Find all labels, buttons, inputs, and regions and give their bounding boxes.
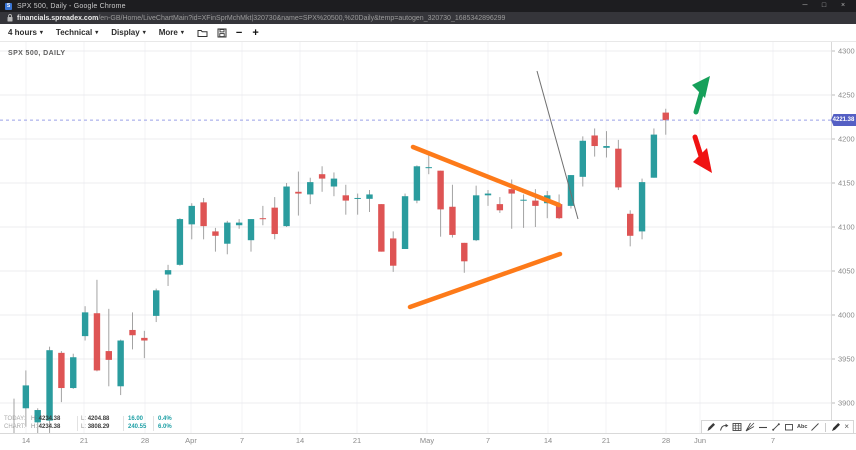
svg-text:4150: 4150: [838, 179, 855, 188]
url-domain: financials.spreadex.com: [17, 14, 99, 22]
toolbar-divider: [825, 422, 827, 432]
open-chart-icon[interactable]: [197, 28, 208, 38]
chevron-down-icon: ▾: [142, 30, 146, 36]
svg-text:14: 14: [544, 436, 552, 445]
menu-more-label: More: [158, 28, 178, 37]
zoom-out-button[interactable]: −: [235, 26, 243, 39]
url-path: /en-GB/Home/LiveChartMain?id=XFinSprMchM…: [98, 14, 506, 22]
site-favicon: S: [5, 2, 12, 10]
svg-text:4300: 4300: [838, 47, 855, 56]
title-bar: S SPX 500, Daily - Google Chrome ─ □ ×: [0, 0, 856, 12]
svg-text:Apr: Apr: [185, 436, 197, 445]
svg-text:4000: 4000: [838, 311, 855, 320]
legend-change-pct: 6.0%: [153, 423, 179, 431]
menu-technical[interactable]: Technical ▾: [56, 28, 98, 37]
drawing-toolbar: Abc ×: [701, 420, 855, 434]
segment-tool-icon[interactable]: [771, 422, 781, 432]
svg-text:3900: 3900: [838, 399, 855, 408]
bearish-arrow-annotation[interactable]: [692, 134, 712, 173]
chevron-down-icon: ▾: [180, 30, 184, 36]
legend-label: CHART:: [4, 423, 26, 430]
grid-tool-icon[interactable]: [732, 422, 742, 432]
close-button[interactable]: ×: [840, 2, 846, 9]
svg-text:May: May: [420, 436, 434, 445]
current-price-badge: 4221.38: [831, 114, 856, 126]
window-title: SPX 500, Daily - Google Chrome: [17, 2, 126, 10]
rect-tool-icon[interactable]: [784, 422, 794, 432]
svg-text:4250: 4250: [838, 91, 855, 100]
svg-text:14: 14: [22, 436, 30, 445]
legend-low: L: 3808.29: [77, 423, 123, 431]
menu-technical-label: Technical: [55, 28, 93, 37]
menu-display[interactable]: Display ▾: [111, 28, 145, 37]
ohlc-legend: TODAY: H: 4234.38 L: 4204.88 16.00 0.4% …: [4, 416, 179, 431]
arrow-tool-icon[interactable]: [719, 422, 729, 432]
hline-tool-icon[interactable]: [758, 422, 768, 432]
text-tool[interactable]: Abc: [797, 424, 808, 430]
bullish-arrow-annotation[interactable]: [692, 76, 710, 115]
pointer-line-annotation[interactable]: [536, 70, 579, 220]
zoom-in-button[interactable]: +: [252, 26, 259, 39]
legend-label: TODAY:: [4, 416, 26, 422]
trendline-annotation[interactable]: [407, 251, 563, 310]
legend-row-today: TODAY: H: 4234.38 L: 4204.88 16.00 0.4%: [4, 416, 179, 424]
candlestick-series: [13, 108, 669, 433]
svg-text:14: 14: [296, 436, 304, 445]
svg-text:21: 21: [353, 436, 361, 445]
x-grid: 14 21 28 Apr 7 14 21 May 7 14 21 28 Jun 7: [22, 42, 775, 445]
svg-text:4050: 4050: [838, 267, 855, 276]
pen-tool-icon[interactable]: [831, 422, 841, 432]
svg-text:21: 21: [602, 436, 610, 445]
legend-low: L: 4204.88: [77, 416, 123, 424]
svg-text:21: 21: [80, 436, 88, 445]
menu-more[interactable]: More ▾: [159, 28, 184, 37]
minimize-button[interactable]: ─: [802, 2, 808, 9]
symbol-label: SPX 500, DAILY: [8, 50, 66, 57]
chevron-down-icon: ▾: [39, 30, 43, 36]
window-controls: ─ □ ×: [800, 0, 856, 12]
address-bar[interactable]: financials.spreadex.com/en-GB/Home/LiveC…: [0, 12, 856, 24]
svg-text:7: 7: [486, 436, 490, 445]
svg-text:4100: 4100: [838, 223, 855, 232]
menu-timeframe-label: 4 hours: [8, 28, 37, 37]
legend-row-chart: CHART: H: 4234.38 L: 3808.29 240.55 6.0%: [4, 423, 179, 431]
maximize-button[interactable]: □: [821, 2, 827, 9]
lock-icon: [7, 14, 13, 22]
svg-text:28: 28: [662, 436, 670, 445]
legend-high: H: 4234.38: [31, 416, 61, 422]
svg-text:28: 28: [141, 436, 149, 445]
menu-timeframe[interactable]: 4 hours ▾: [8, 28, 43, 37]
legend-change: 240.55: [123, 423, 153, 431]
svg-text:7: 7: [771, 436, 775, 445]
svg-text:Jun: Jun: [694, 436, 706, 445]
chevron-down-icon: ▾: [95, 30, 99, 36]
legend-change: 16.00: [123, 416, 153, 424]
svg-text:3950: 3950: [838, 355, 855, 364]
trendline-annotation[interactable]: [410, 144, 562, 208]
chart-toolbar: 4 hours ▾ Technical ▾ Display ▾ More ▾ −…: [0, 24, 856, 42]
legend-change-pct: 0.4%: [153, 416, 179, 424]
close-drawing-toolbar-button[interactable]: ×: [844, 422, 850, 431]
trend-fan-tool-icon[interactable]: [745, 422, 755, 432]
menu-display-label: Display: [111, 28, 140, 37]
diagonal-tool-icon[interactable]: [810, 422, 820, 432]
save-chart-icon[interactable]: [217, 28, 227, 38]
svg-text:7: 7: [240, 436, 244, 445]
legend-high: H: 4234.38: [31, 423, 61, 430]
svg-text:4200: 4200: [838, 135, 855, 144]
pointer-tool-icon[interactable]: [706, 422, 716, 432]
